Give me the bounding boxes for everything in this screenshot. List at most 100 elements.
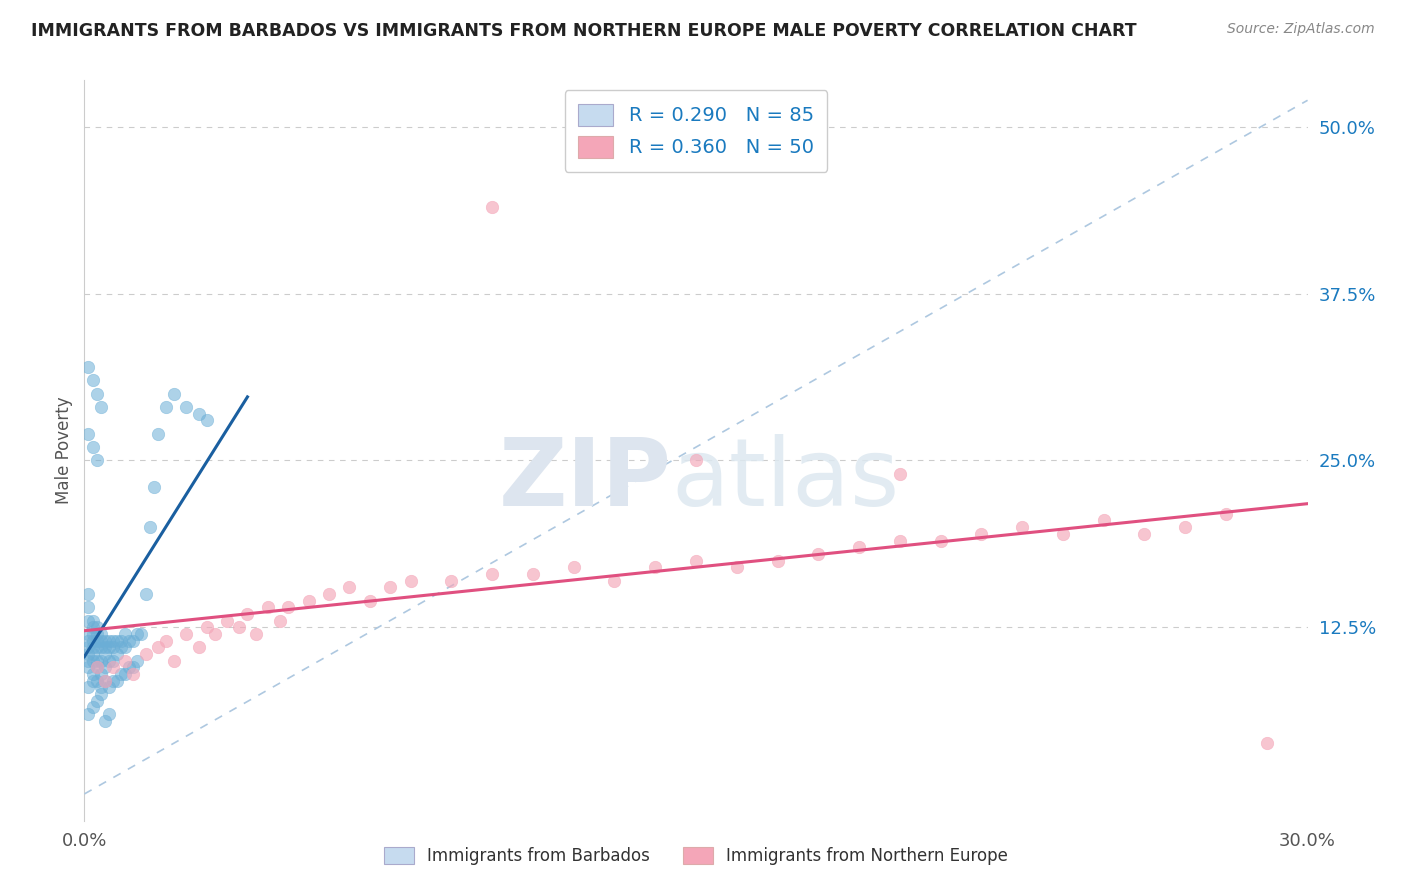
Point [929,533,952,548]
Point [269,614,291,628]
Point [82,673,104,688]
Point [77,614,100,628]
Point [155,633,177,648]
Text: Source: ZipAtlas.com: Source: ZipAtlas.com [1227,22,1375,37]
Point [889,533,911,548]
Point [440,574,463,588]
Point [725,560,748,574]
Point [77,654,100,668]
Point [101,660,124,674]
Point [114,627,136,641]
Y-axis label: Male Poverty: Male Poverty [55,397,73,504]
Point [359,593,381,607]
Point [93,673,115,688]
Point [245,627,267,641]
Point [685,453,707,467]
Point [97,654,120,668]
Point [807,547,830,561]
Point [77,600,100,615]
Point [481,200,503,214]
Point [1052,526,1074,541]
Point [77,660,100,674]
Legend: Immigrants from Barbados, Immigrants from Northern Europe: Immigrants from Barbados, Immigrants fro… [377,840,1015,871]
Point [766,553,789,567]
Point [114,640,136,655]
Point [82,647,104,661]
Point [90,687,112,701]
Text: ZIP: ZIP [499,434,672,526]
Point [82,373,104,387]
Point [122,660,145,674]
Point [155,400,177,414]
Point [86,640,108,655]
Point [82,654,104,668]
Point [105,673,128,688]
Point [90,633,112,648]
Point [174,627,197,641]
Point [82,700,104,714]
Point [1092,514,1115,528]
Point [86,453,108,467]
Point [93,660,115,674]
Point [257,600,280,615]
Point [889,467,911,481]
Point [86,693,108,707]
Point [174,400,197,414]
Point [114,654,136,668]
Point [90,666,112,681]
Point [204,627,226,641]
Point [163,654,186,668]
Point [522,566,544,581]
Point [146,640,169,655]
Point [90,400,112,414]
Point [77,587,100,601]
Point [93,633,115,648]
Point [195,413,218,427]
Point [1174,520,1197,534]
Point [187,407,209,421]
Point [138,520,160,534]
Point [93,640,115,655]
Point [101,640,124,655]
Point [105,647,128,661]
Point [93,673,115,688]
Point [77,360,100,375]
Point [399,574,422,588]
Point [146,426,169,441]
Point [114,666,136,681]
Point [135,587,157,601]
Point [236,607,259,621]
Point [298,593,321,607]
Point [90,627,112,641]
Point [90,654,112,668]
Point [82,614,104,628]
Point [86,673,108,688]
Point [318,587,340,601]
Point [90,640,112,655]
Point [122,666,145,681]
Text: atlas: atlas [672,434,900,526]
Point [562,560,585,574]
Point [86,386,108,401]
Point [110,640,132,655]
Point [77,633,100,648]
Point [1256,736,1278,750]
Point [97,680,120,694]
Point [101,654,124,668]
Point [82,640,104,655]
Point [110,633,132,648]
Point [118,633,141,648]
Point [131,627,153,641]
Point [122,633,145,648]
Point [970,526,993,541]
Point [77,706,100,721]
Point [380,580,402,594]
Point [77,627,100,641]
Point [82,440,104,454]
Point [101,633,124,648]
Point [1011,520,1033,534]
Point [86,660,108,674]
Point [339,580,361,594]
Point [97,633,120,648]
Point [105,633,128,648]
